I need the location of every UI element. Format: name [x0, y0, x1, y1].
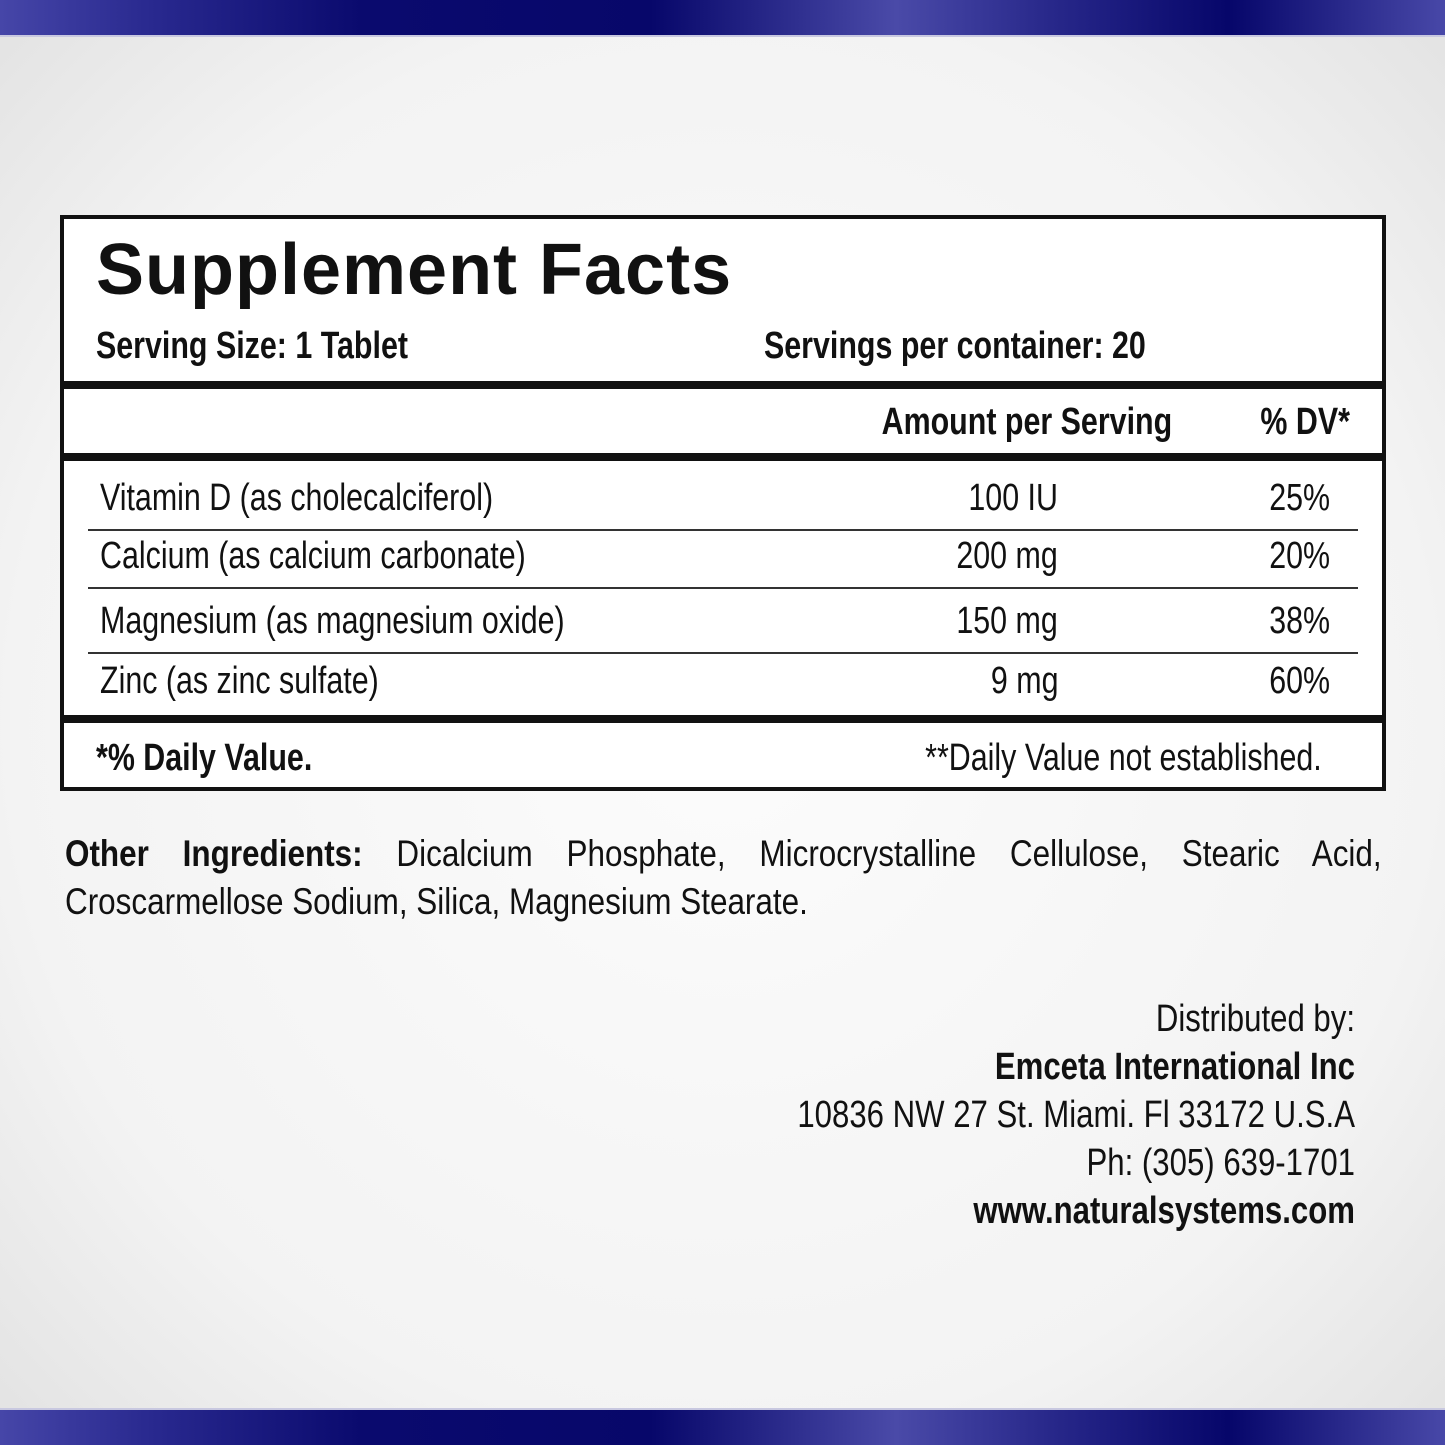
panel-title: Supplement Facts	[96, 230, 733, 310]
website-link[interactable]: www.naturalsystems.com	[973, 1190, 1355, 1232]
nutrient-dv: 25%	[1269, 477, 1330, 519]
nutrient-name: Magnesium (as magnesium oxide)	[100, 600, 565, 642]
phone: Ph: (305) 639-1701	[1086, 1142, 1355, 1184]
amount-header: Amount per Serving	[881, 401, 1172, 443]
supplement-facts-panel: Supplement Facts Serving Size: 1 Tablet …	[60, 215, 1386, 791]
nutrient-dv: 38%	[1269, 600, 1330, 642]
row-divider	[88, 587, 1358, 589]
row-divider	[88, 529, 1358, 531]
nutrient-amount: 9 mg	[990, 660, 1058, 702]
nutrient-name: Zinc (as zinc sulfate)	[100, 660, 379, 702]
top-band	[0, 0, 1445, 37]
servings-per-container: Servings per container: 20	[764, 325, 1146, 367]
nutrient-name: Vitamin D (as cholecalciferol)	[100, 477, 494, 519]
nutrient-amount: 200 mg	[956, 535, 1058, 577]
nutrient-dv: 20%	[1269, 535, 1330, 577]
divider	[64, 381, 1382, 389]
footnote-daily-value: *% Daily Value.	[96, 737, 313, 779]
nutrient-dv: 60%	[1269, 660, 1330, 702]
footnote-not-established: **Daily Value not established.	[925, 737, 1322, 779]
dv-header: % DV*	[1260, 401, 1350, 443]
other-ingredients-text: Dicalcium Phosphate, Microcrystalline Ce…	[65, 833, 1382, 922]
company-name: Emceta International Inc	[994, 1046, 1355, 1088]
other-ingredients: Other Ingredients: Dicalcium Phosphate, …	[65, 830, 1382, 926]
serving-size: Serving Size: 1 Tablet	[96, 325, 408, 367]
other-ingredients-label: Other Ingredients:	[65, 833, 363, 874]
divider	[64, 715, 1382, 723]
bottom-band	[0, 1408, 1445, 1445]
distributor-info: Distributed by: Emceta International Inc…	[535, 995, 1355, 1235]
nutrient-amount: 100 IU	[968, 477, 1058, 519]
address: 10836 NW 27 St. Miami. Fl 33172 U.S.A	[797, 1094, 1355, 1136]
row-divider	[88, 652, 1358, 654]
nutrient-amount: 150 mg	[956, 600, 1058, 642]
distributed-by-label: Distributed by:	[1155, 998, 1355, 1040]
divider	[64, 453, 1382, 461]
nutrient-name: Calcium (as calcium carbonate)	[100, 535, 526, 577]
